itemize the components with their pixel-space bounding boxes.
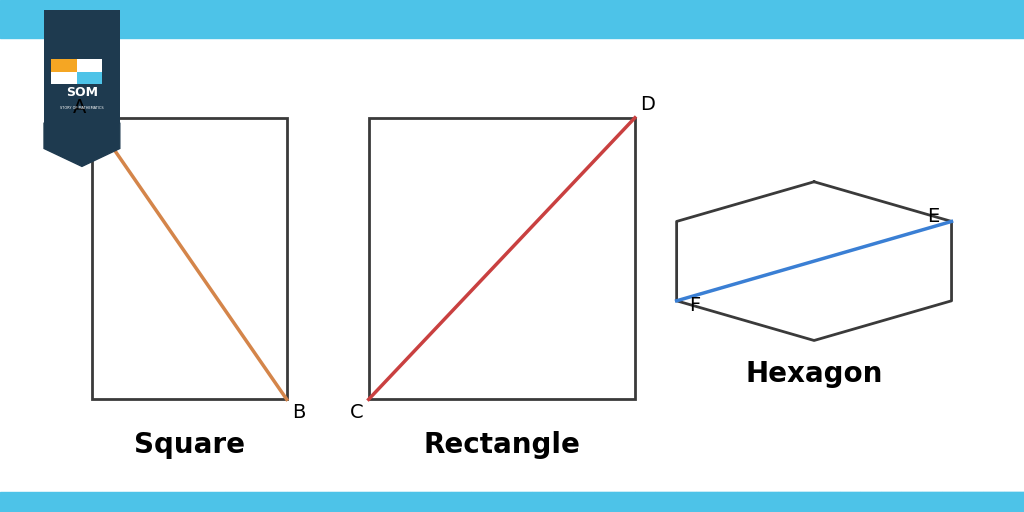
Bar [737, 492, 758, 512]
Bar [983, 492, 1004, 512]
Bar [512, 492, 532, 512]
Bar [573, 492, 594, 512]
Bar [225, 492, 246, 512]
Polygon shape [677, 182, 951, 340]
Bar [20, 492, 41, 512]
Text: A: A [73, 98, 87, 117]
Bar [451, 492, 471, 512]
Bar [77, 59, 102, 72]
Bar [717, 492, 737, 512]
Bar [82, 492, 102, 512]
Bar [143, 492, 164, 512]
FancyBboxPatch shape [44, 10, 120, 123]
Bar [963, 492, 983, 512]
Polygon shape [44, 123, 120, 166]
Text: Square: Square [134, 432, 245, 459]
Bar [553, 492, 573, 512]
Bar [840, 492, 860, 512]
Text: Rectangle: Rectangle [423, 432, 581, 459]
Bar [614, 492, 635, 512]
Bar [41, 492, 61, 512]
Text: STORY OF MATHEMATICS: STORY OF MATHEMATICS [60, 105, 103, 110]
Text: F: F [689, 296, 700, 315]
Bar [51, 72, 77, 84]
Bar [492, 492, 512, 512]
Text: C: C [349, 402, 364, 422]
Bar [61, 492, 82, 512]
Bar [778, 492, 799, 512]
Bar [0, 492, 20, 512]
Bar [635, 492, 655, 512]
Bar [1004, 492, 1024, 512]
Bar [348, 492, 369, 512]
Bar [123, 492, 143, 512]
Bar [328, 492, 348, 512]
Bar [102, 492, 123, 512]
Bar [594, 492, 614, 512]
Bar [532, 492, 553, 512]
Text: SOM: SOM [66, 86, 98, 99]
Bar [901, 492, 922, 512]
Text: D: D [640, 95, 654, 115]
Bar [881, 492, 901, 512]
Bar [246, 492, 266, 512]
Bar [205, 492, 225, 512]
Bar [369, 118, 635, 399]
Bar [77, 72, 102, 84]
Bar [0, 0, 1024, 38]
Bar [164, 492, 184, 512]
Bar [410, 492, 430, 512]
Text: B: B [292, 402, 306, 422]
Bar [799, 492, 819, 512]
Bar [266, 492, 287, 512]
Bar [655, 492, 676, 512]
Bar [430, 492, 451, 512]
Bar [92, 118, 287, 399]
Bar [922, 492, 942, 512]
Bar [307, 492, 328, 512]
Bar [51, 59, 77, 72]
Text: E: E [927, 207, 939, 226]
Bar [860, 492, 881, 512]
Bar [287, 492, 307, 512]
Bar [758, 492, 778, 512]
Bar [942, 492, 963, 512]
Bar [184, 492, 205, 512]
Bar [369, 492, 389, 512]
Bar [819, 492, 840, 512]
Bar [676, 492, 696, 512]
Text: Hexagon: Hexagon [745, 360, 883, 388]
Bar [696, 492, 717, 512]
Bar [471, 492, 492, 512]
Bar [0, 492, 1024, 512]
Bar [389, 492, 410, 512]
